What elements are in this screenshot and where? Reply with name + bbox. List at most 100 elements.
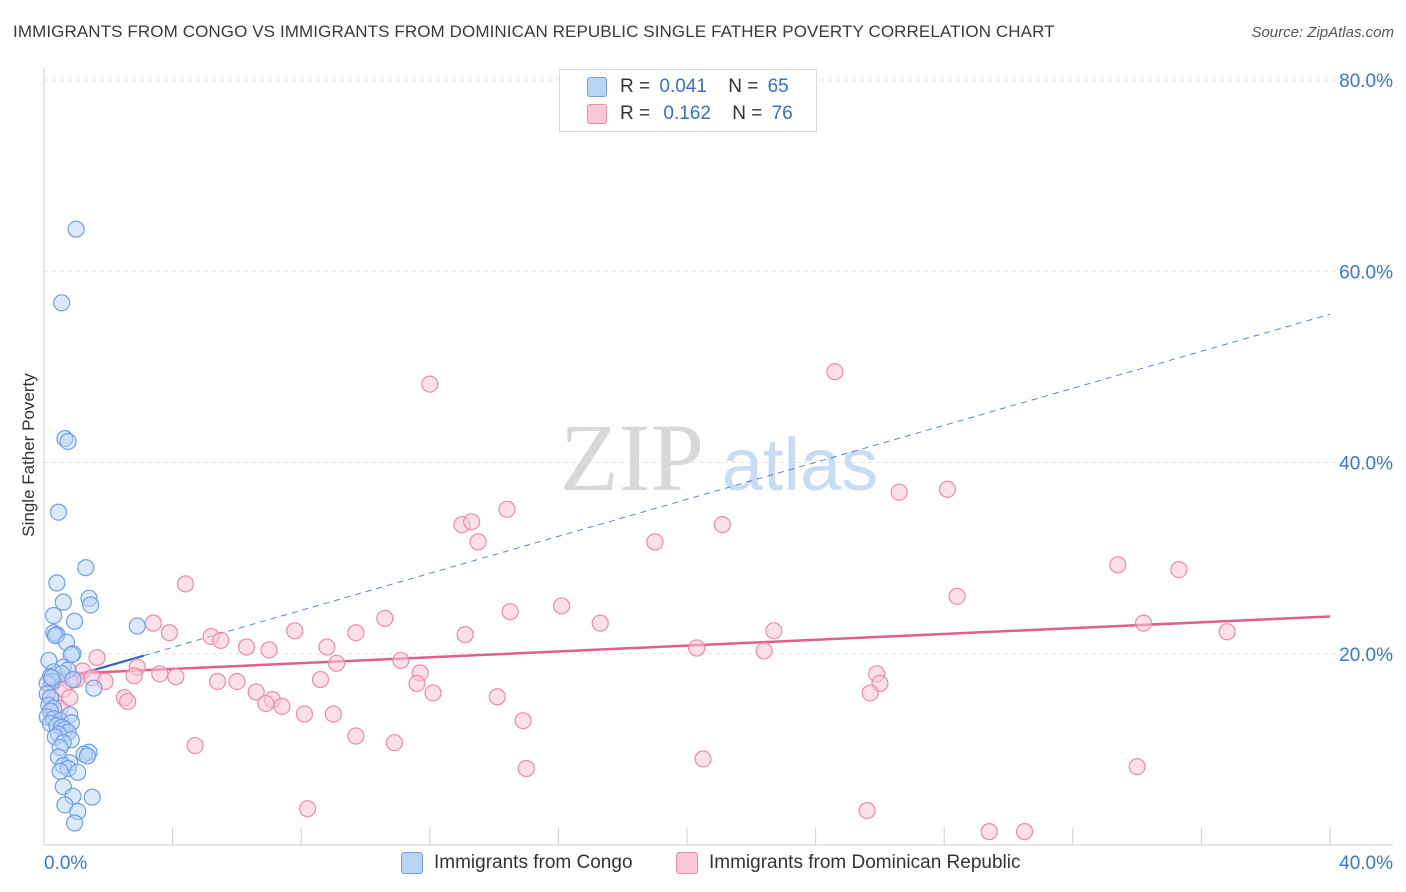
data-point-dominican xyxy=(385,734,404,752)
data-point-dominican xyxy=(228,672,246,691)
data-point-congo xyxy=(82,596,100,614)
data-point-dominican xyxy=(755,642,773,660)
legend-n-value: 76 xyxy=(771,103,793,124)
data-point-congo xyxy=(45,606,63,625)
data-point-dominican xyxy=(498,500,516,518)
data-point-congo xyxy=(67,220,85,238)
data-point-dominican xyxy=(376,609,394,627)
data-point-dominican xyxy=(125,667,143,685)
legend-n-label: N = xyxy=(728,76,759,97)
data-point-dominican xyxy=(299,800,317,818)
legend-swatch-pink xyxy=(587,104,607,124)
data-point-dominican xyxy=(176,575,195,593)
data-point-dominican xyxy=(327,654,346,672)
data-point-dominican xyxy=(890,483,908,501)
data-point-dominican xyxy=(118,692,137,711)
data-point-dominican xyxy=(826,363,844,381)
y-tick-label: 60.0% xyxy=(1339,262,1393,283)
legend-label-dominican: Immigrants from Dominican Republic xyxy=(709,852,1021,873)
data-point-dominican xyxy=(1109,556,1127,574)
data-point-dominican xyxy=(501,603,519,621)
legend-r-value: 0.041 xyxy=(659,76,707,97)
y-tick-label: 40.0% xyxy=(1339,454,1393,475)
data-point-congo xyxy=(54,593,72,611)
data-point-dominican xyxy=(514,712,532,730)
data-point-dominican xyxy=(469,533,487,551)
legend-swatch-congo xyxy=(401,852,423,874)
legend-item-dominican: Immigrants from Dominican Republic xyxy=(676,852,1021,874)
data-point-dominican xyxy=(88,648,106,667)
data-point-dominican xyxy=(861,684,879,702)
x-tick-label: 40.0% xyxy=(1339,853,1393,874)
legend-r-value: 0.162 xyxy=(663,103,711,124)
data-point-dominican xyxy=(591,614,609,632)
data-point-dominican xyxy=(347,624,365,642)
x-tick-label: 0.0% xyxy=(44,853,87,874)
data-point-dominican xyxy=(488,688,506,706)
data-point-dominican xyxy=(980,823,998,841)
data-point-dominican xyxy=(324,705,342,723)
correlation-legend: R = 0.041 N = 65 R = 0.162 N = 76 xyxy=(559,69,817,132)
data-points xyxy=(38,220,1236,841)
data-point-dominican xyxy=(424,684,442,702)
axes xyxy=(43,68,1393,846)
chart-title: IMMIGRANTS FROM CONGO VS IMMIGRANTS FROM… xyxy=(13,22,1055,41)
data-point-dominican xyxy=(286,622,304,640)
data-point-dominican xyxy=(151,665,169,683)
tick-labels: 20.0% 40.0% 60.0% 80.0% 0.0% 40.0% xyxy=(44,71,1393,874)
data-point-dominican xyxy=(421,375,439,393)
data-point-congo xyxy=(85,679,103,697)
legend-label-congo: Immigrants from Congo xyxy=(434,852,633,873)
data-point-dominican xyxy=(1015,823,1034,841)
data-point-dominican xyxy=(456,626,474,644)
data-point-dominican xyxy=(212,631,230,649)
trend-line-congo-projected xyxy=(143,313,1331,657)
data-point-congo xyxy=(128,617,146,635)
series-legend: Immigrants from Congo Immigrants from Do… xyxy=(0,852,1406,878)
legend-item-congo: Immigrants from Congo xyxy=(401,852,633,874)
data-point-dominican xyxy=(694,750,712,768)
data-point-congo xyxy=(64,670,82,689)
source-label: Source: ZipAtlas.com xyxy=(1251,24,1394,41)
data-point-congo xyxy=(65,814,84,832)
data-point-dominican xyxy=(318,638,336,656)
data-point-congo xyxy=(43,669,61,687)
data-point-dominican xyxy=(517,759,535,778)
data-point-dominican xyxy=(688,639,706,657)
legend-swatch-blue xyxy=(587,77,607,97)
data-point-congo xyxy=(51,762,69,780)
data-point-congo xyxy=(69,763,87,781)
data-point-dominican xyxy=(167,668,185,686)
watermark-zip: ZIP xyxy=(560,404,704,511)
data-point-dominican xyxy=(948,587,966,605)
data-point-congo xyxy=(49,503,68,521)
data-point-dominican xyxy=(61,689,79,707)
data-point-dominican xyxy=(186,736,204,755)
data-point-dominican xyxy=(462,513,481,531)
data-point-congo xyxy=(77,559,95,577)
data-point-dominican xyxy=(713,516,731,534)
data-point-dominican xyxy=(858,801,876,820)
gridlines xyxy=(44,77,1393,655)
data-point-dominican xyxy=(392,651,410,670)
data-point-dominican xyxy=(311,670,330,689)
data-point-dominican xyxy=(1218,623,1236,641)
y-tick-label: 20.0% xyxy=(1339,645,1393,666)
data-point-dominican xyxy=(247,683,265,701)
data-point-dominican xyxy=(938,480,957,498)
data-point-dominican xyxy=(160,624,178,642)
trend-line-dominican xyxy=(43,615,1331,677)
data-point-dominican xyxy=(1134,614,1153,632)
data-point-congo xyxy=(59,432,77,451)
data-point-dominican xyxy=(295,705,314,723)
legend-swatch-dominican xyxy=(676,852,698,874)
watermark: ZIP atlas xyxy=(560,404,878,511)
data-point-congo xyxy=(65,612,84,630)
legend-n-value: 65 xyxy=(767,76,789,97)
data-point-dominican xyxy=(144,614,162,632)
legend-n-label: N = xyxy=(732,103,763,124)
data-point-dominican xyxy=(553,597,571,615)
y-tick-label: 80.0% xyxy=(1339,71,1393,92)
data-point-dominican xyxy=(260,641,278,659)
